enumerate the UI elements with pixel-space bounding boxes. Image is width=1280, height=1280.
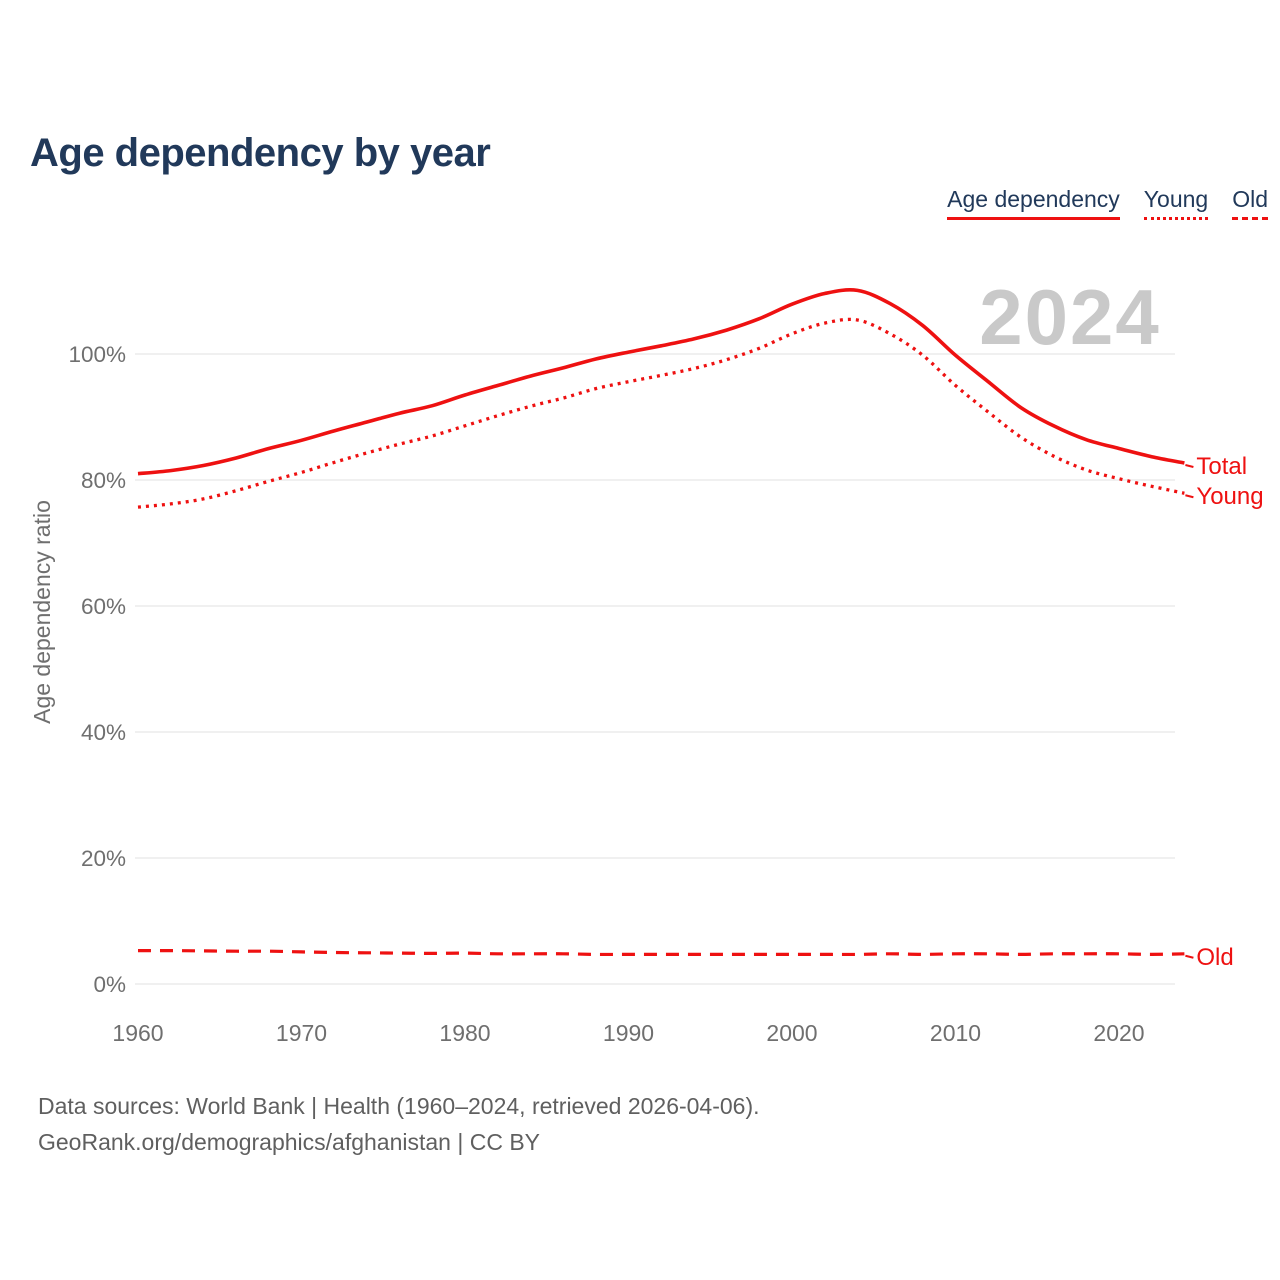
chart-title: Age dependency by year	[30, 130, 491, 175]
series-line-old[interactable]	[138, 948, 1185, 957]
series-end-connector-old	[1185, 954, 1194, 959]
legend-item-age-dependency[interactable]: Age dependency	[947, 186, 1120, 220]
series-end-connector-total	[1185, 464, 1194, 468]
x-tick-label-1970: 1970	[276, 1020, 327, 1046]
footer-data-sources: Data sources: World Bank | Health (1960–…	[38, 1093, 760, 1119]
y-tick-label-100: 100%	[68, 342, 126, 367]
legend-item-young[interactable]: Young	[1143, 186, 1209, 220]
series-end-connector-young	[1185, 494, 1194, 499]
y-tick-label-0: 0%	[93, 972, 126, 997]
footer-attribution: GeoRank.org/demographics/afghanistan | C…	[38, 1129, 541, 1155]
footer: Data sources: World Bank | Health (1960–…	[38, 1088, 760, 1160]
series-line-total[interactable]	[137, 288, 1185, 476]
x-tick-label-2020: 2020	[1093, 1020, 1144, 1046]
legend-item-old[interactable]: Old	[1232, 186, 1268, 220]
y-tick-label-40: 40%	[81, 720, 126, 745]
watermark-year: 2024	[979, 273, 1161, 361]
y-tick-label-60: 60%	[81, 594, 126, 619]
series-end-label-young: Young	[1196, 483, 1263, 510]
legend: Age dependency Young Old	[947, 186, 1268, 220]
y-tick-label-20: 20%	[81, 846, 126, 871]
y-tick-label-80: 80%	[81, 468, 126, 493]
x-tick-label-1960: 1960	[112, 1020, 163, 1046]
y-axis-title: Age dependency ratio	[29, 500, 55, 724]
x-tick-label-1980: 1980	[439, 1020, 490, 1046]
series-end-label-total: Total	[1196, 453, 1247, 480]
series-line-young[interactable]	[137, 317, 1185, 509]
x-tick-label-2000: 2000	[766, 1020, 817, 1046]
x-tick-label-2010: 2010	[930, 1020, 981, 1046]
series-end-label-old: Old	[1196, 944, 1233, 971]
x-tick-label-1990: 1990	[603, 1020, 654, 1046]
